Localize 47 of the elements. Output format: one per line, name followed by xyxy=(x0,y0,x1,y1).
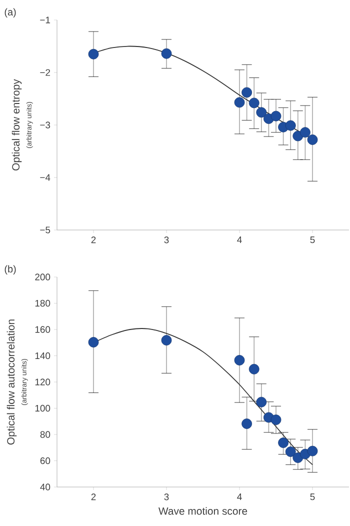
y-tick-label: −3 xyxy=(40,122,50,128)
y-tick-label: 180 xyxy=(35,300,50,307)
point xyxy=(285,446,296,457)
y-tick-label: 160 xyxy=(35,326,50,333)
x-tick-label: 3 xyxy=(164,236,169,244)
point xyxy=(248,364,260,374)
y-tick-label: 200 xyxy=(35,274,50,280)
y-axis-title: Optical flow autocorrelation xyxy=(6,320,17,445)
y-tick-label: −5 xyxy=(40,226,50,234)
point xyxy=(300,127,310,138)
x-axis-title: Wave motion score xyxy=(158,507,248,515)
point xyxy=(242,418,252,429)
point xyxy=(270,414,282,425)
x-tick-label: 3 xyxy=(164,494,169,500)
y-axis-title: Optical flow entropy xyxy=(12,79,22,170)
x-tick-label: 5 xyxy=(310,494,315,500)
point xyxy=(88,337,99,348)
point xyxy=(256,396,267,408)
text: (a) xyxy=(4,8,16,18)
point xyxy=(278,438,288,448)
point xyxy=(161,48,172,59)
point xyxy=(256,107,267,118)
x-tick-label: 4 xyxy=(237,494,242,500)
point xyxy=(88,48,99,60)
point xyxy=(307,134,318,145)
point xyxy=(234,97,245,108)
text: (b) xyxy=(4,265,16,274)
y-tick-label: −1 xyxy=(40,16,50,24)
point xyxy=(285,120,296,131)
point xyxy=(248,98,260,108)
x-tick-label: 5 xyxy=(310,236,315,244)
point xyxy=(307,446,318,456)
x-tick-label: 2 xyxy=(91,494,96,500)
point xyxy=(270,110,282,122)
point xyxy=(242,87,252,98)
y-tick-label: −4 xyxy=(40,174,50,181)
y-tick-label: −2 xyxy=(40,69,50,76)
y-tick-label: 100 xyxy=(35,404,50,412)
y-tick-label: 120 xyxy=(35,378,50,386)
y-tick-label: 80 xyxy=(40,431,50,438)
x-tick-label: 4 xyxy=(237,236,242,244)
point xyxy=(161,335,172,346)
y-tick-label: 140 xyxy=(35,352,50,360)
y-tick-label: 40 xyxy=(40,484,50,490)
y-tick-label: 60 xyxy=(40,457,50,464)
point xyxy=(234,355,245,366)
x-tick-label: 2 xyxy=(91,236,96,244)
